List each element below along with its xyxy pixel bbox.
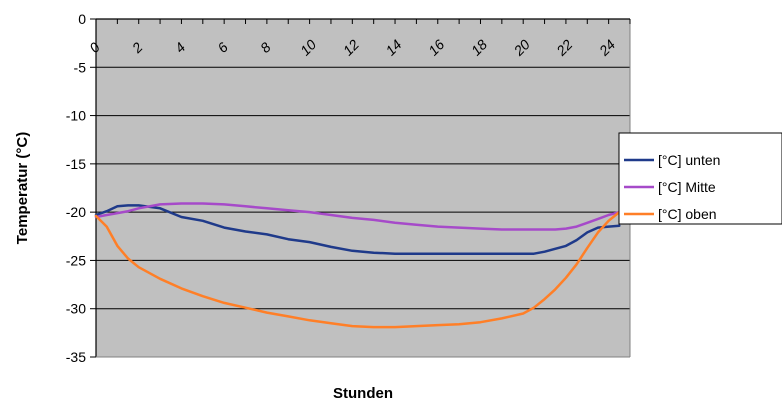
series-line-3 bbox=[94, 210, 621, 329]
series-lines bbox=[94, 202, 621, 329]
y-tick-label: -25 bbox=[66, 252, 86, 268]
y-axis-title: Temperatur (°C) bbox=[14, 132, 31, 244]
plot-area bbox=[96, 19, 630, 357]
legend-label-3: [°C] oben bbox=[658, 206, 717, 222]
y-tick-label: -10 bbox=[66, 108, 86, 124]
x-axis-title: Stunden bbox=[333, 385, 393, 402]
legend-box bbox=[618, 132, 782, 225]
y-tick-label: -15 bbox=[66, 156, 86, 172]
legend-label-1: [°C] unten bbox=[658, 152, 720, 168]
y-tick-label: -5 bbox=[74, 59, 87, 75]
series-line-2 bbox=[94, 202, 621, 231]
y-axis-ticks: 0 -5 -10 -15 -20 -25 -30 -35 bbox=[66, 11, 96, 365]
legend-label-2: [°C] Mitte bbox=[658, 179, 716, 195]
gridlines bbox=[96, 66, 630, 310]
series-line-1 bbox=[94, 204, 621, 255]
y-tick-label: -20 bbox=[66, 204, 86, 220]
axes bbox=[95, 18, 631, 358]
legend: [°C] unten [°C] Mitte [°C] oben bbox=[624, 152, 720, 222]
y-tick-label: 0 bbox=[78, 11, 86, 27]
y-tick-label: -30 bbox=[66, 301, 86, 317]
y-tick-label: -35 bbox=[66, 349, 86, 365]
